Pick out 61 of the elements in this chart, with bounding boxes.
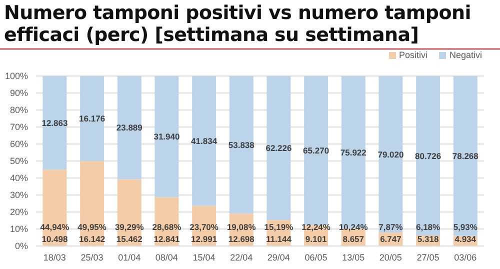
bar	[80, 76, 104, 162]
data-label: 19,08% 12.698	[226, 222, 256, 244]
y-tick-label: 0%	[14, 241, 28, 252]
chart-title: Numero tamponi positivi vs numero tamponi efficaci (perc) [settimana su settimana]	[3, 1, 472, 46]
x-tick-label: 22/04	[230, 252, 253, 262]
data-label: 6,18% 5.318	[416, 222, 441, 244]
data-label: 7,87% 6.747	[378, 222, 404, 244]
y-tick-label: 90%	[10, 88, 28, 98]
annotation: 41.834	[191, 136, 218, 146]
data-label: 23,70% 12.991	[190, 222, 219, 244]
data-label: 12,24% 9.101	[302, 222, 331, 244]
bar	[304, 76, 328, 226]
annotation: 31.940	[154, 132, 180, 142]
bar	[453, 76, 478, 236]
y-tick-label: 80%	[10, 105, 28, 116]
x-tick-label: 27/05	[416, 252, 440, 262]
y-tick-label: 20%	[10, 207, 28, 218]
x-tick-label: 18/03	[43, 252, 66, 262]
annotation: 53.838	[228, 140, 255, 150]
x-tick-label: 06/05	[304, 252, 328, 262]
annotation: 62.226	[266, 143, 292, 154]
bar	[229, 76, 254, 214]
data-label: 5,93% 4.934	[453, 222, 478, 244]
bar	[117, 76, 142, 180]
bar	[416, 76, 440, 236]
bar	[378, 76, 403, 233]
bar	[42, 76, 67, 170]
annotation: 16.176	[79, 114, 106, 124]
data-label: 49,95% 16.142	[78, 222, 107, 244]
annotation: 23.889	[116, 122, 143, 133]
legend-label: Positivi	[398, 50, 428, 60]
x-tick-label: 15/04	[192, 252, 216, 262]
x-tick-label: 01/04	[118, 252, 141, 262]
x-tick-label: 13/05	[342, 252, 365, 262]
data-label: 28,68% 12.841	[152, 222, 182, 244]
x-tick-label: 29/04	[267, 252, 290, 262]
y-tick-label: 50%	[10, 156, 28, 166]
bar	[266, 76, 291, 220]
y-tick-label: 70%	[10, 122, 28, 132]
annotation: 78.268	[452, 150, 479, 161]
bar	[154, 76, 179, 198]
x-tick-label: 03/06	[454, 252, 477, 262]
annotation: 12.863	[42, 118, 68, 128]
y-tick-label: 10%	[10, 224, 28, 234]
x-tick-label: 25/03	[80, 252, 104, 262]
bar	[192, 76, 216, 206]
data-label: 15,19% 11.144	[264, 222, 294, 244]
y-tick-label: 40%	[10, 173, 28, 184]
legend-label: Negativi	[448, 50, 482, 60]
annotation: 75.922	[340, 147, 367, 158]
annotation: 79.020	[378, 149, 404, 160]
y-tick-label: 60%	[10, 139, 28, 150]
data-label: 39,29% 15.462	[114, 222, 144, 244]
x-tick-label: 20/05	[379, 252, 402, 262]
annotation: 65.270	[303, 146, 330, 156]
y-tick-label: 100%	[4, 71, 28, 82]
data-label: 10,24% 8.657	[338, 222, 368, 244]
data-label: 44,94% 10.498	[40, 222, 70, 244]
x-tick-label: 08/04	[155, 252, 178, 262]
y-tick-label: 30%	[10, 190, 28, 200]
annotation: 80.726	[415, 150, 442, 161]
